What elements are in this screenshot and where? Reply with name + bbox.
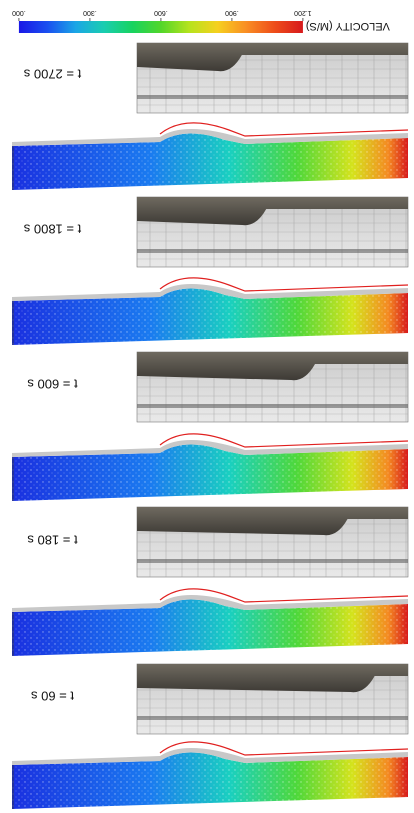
sediment-deposit [137,507,408,536]
experiment-photo [136,351,409,423]
surface-profile-line [159,122,409,137]
bed-streak [137,559,408,563]
colorbar-tick-label: .300 [83,9,97,16]
colorbar-tick-label: .000 [12,9,26,16]
bed-layer [12,439,408,457]
velocity-simulation [12,588,409,656]
colorbar: 1.200 .900 .600 .300 .000 VELOCITY (M/S) [12,9,390,33]
time-label: t = 60 s [31,688,74,703]
velocity-simulation [12,433,409,501]
velocity-simulation [12,277,409,345]
surface-profile-line [159,277,409,292]
experiment-photo [136,663,409,735]
colorbar-scale [18,21,303,33]
bed-streak [137,716,408,720]
bed-streak [137,249,408,253]
panels: t = 2700 s t = 1800 s t = 600 s t = 180 s t … [12,42,409,809]
bed-layer [12,283,408,301]
bed-streak [137,404,408,408]
time-panel: t = 1800 s [12,196,409,345]
time-panel: t = 2700 s [12,42,409,190]
time-label: t = 2700 s [23,66,81,81]
sediment-deposit [137,197,408,226]
time-label: t = 1800 s [23,221,81,236]
bed-layer [12,594,408,612]
bed-layer [12,747,408,765]
colorbar-tick-label: 1.200 [294,9,312,16]
time-label: t = 180 s [27,532,78,547]
colorbar-tick-label: .900 [225,9,239,16]
time-label: t = 600 s [27,376,78,391]
colorbar-ticks: 1.200 .900 .600 .300 .000 [12,9,312,21]
time-panel: t = 180 s [12,506,409,656]
bed-layer [12,128,408,146]
surface-profile-line [159,588,409,603]
sediment-deposit [137,43,408,72]
surface-profile-line [159,433,409,448]
sediment-deposit [137,664,408,693]
sediment-deposit [137,352,408,381]
surface-profile-line [159,741,409,756]
time-panel: t = 60 s [12,663,409,809]
experiment-photo [136,196,409,268]
time-panel: t = 600 s [12,351,409,501]
colorbar-title: VELOCITY (M/S) [306,20,390,32]
colorbar-tick-label: .600 [154,9,168,16]
experiment-photo [136,42,409,114]
experiment-photo [136,506,409,578]
velocity-simulation [12,122,409,190]
bed-streak [137,95,408,99]
velocity-simulation [12,741,409,809]
